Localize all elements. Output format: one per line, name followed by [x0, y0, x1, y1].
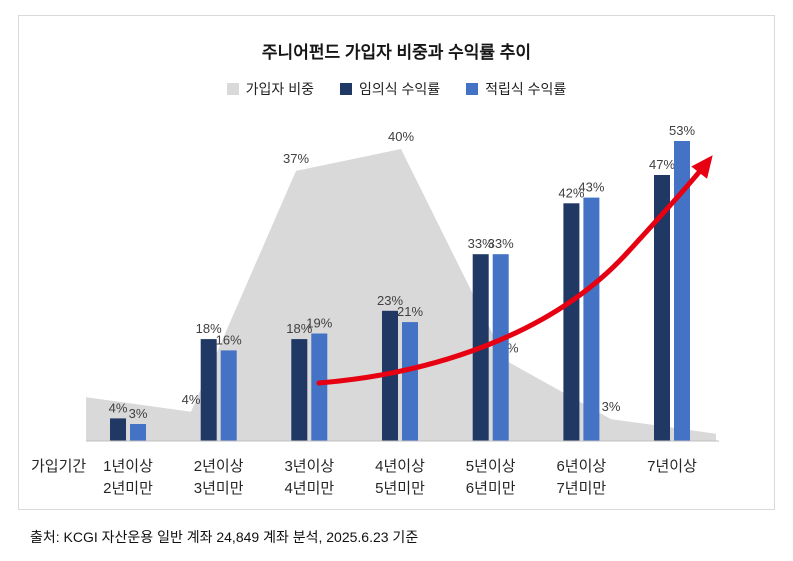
source-note: 출처: KCGI 자산운용 일반 계좌 24,849 계좌 분석, 2025.6… — [30, 529, 419, 545]
discretionary-return-bar-series: 4% 18% 18% 23% 33% 42% 47% — [109, 157, 675, 441]
category-label: 6년이상 — [556, 458, 606, 475]
category-label: 2년이상 — [194, 458, 244, 475]
category-axis-labels: 1년이상 2년미만 2년이상 3년미만 3년이상 4년미만 4년이상 5년미만 5년이상 6년미만… — [103, 458, 697, 497]
bar-data-label: 18% — [286, 321, 312, 336]
category-label: 4년미만 — [284, 480, 334, 497]
subscriber-share-area-series: 4%37%40%11%3% — [86, 129, 716, 441]
bar — [291, 339, 308, 441]
legend-item-subscriber-share: 가입자 비중 — [226, 79, 314, 99]
area-data-label: 37% — [283, 151, 309, 166]
installment-return-bar-series: 3% 16% 19% 21% 33% 43% 53% — [129, 123, 695, 441]
area-shape — [86, 149, 716, 441]
legend: 가입자 비중 임의식 수익률 적립식 수익률 — [19, 79, 774, 99]
bar — [674, 141, 690, 441]
area-data-label: 40% — [388, 129, 414, 144]
bar-data-label: 23% — [377, 293, 403, 308]
bar — [382, 310, 398, 441]
trend-arrow — [316, 155, 713, 386]
bar-data-label: 53% — [669, 123, 695, 138]
category-label: 7년미만 — [556, 480, 606, 497]
category-label: 3년미만 — [194, 480, 244, 497]
bar — [200, 339, 217, 441]
bar — [220, 350, 237, 441]
category-label: 5년미만 — [375, 480, 425, 497]
bar-data-label: 4% — [109, 400, 128, 415]
chart-title: 주니어펀드 가입자 비중과 수익률 추이 — [261, 43, 532, 62]
legend-swatch-subscriber-share — [226, 83, 239, 95]
bar — [130, 424, 146, 441]
category-label: 5년이상 — [466, 458, 516, 475]
legend-label-installment-return: 적립식 수익률 — [485, 81, 567, 97]
bar-data-label: 18% — [196, 321, 222, 336]
bar-data-label: 3% — [129, 406, 148, 421]
bar — [492, 254, 509, 441]
bar — [110, 418, 126, 441]
category-label: 4년이상 — [375, 458, 425, 475]
bar — [583, 197, 600, 441]
bar — [563, 203, 580, 441]
chart-card: 주니어펀드 가입자 비중과 수익률 추이 가입자 비중 임의식 수익률 적립식 … — [18, 15, 775, 510]
category-label: 6년미만 — [466, 480, 516, 497]
bar-data-label: 21% — [397, 304, 423, 319]
bar-data-label: 16% — [216, 332, 242, 347]
bar — [654, 175, 670, 441]
bar — [402, 322, 418, 441]
legend-item-discretionary-return: 임의식 수익률 — [339, 79, 441, 99]
bar — [311, 333, 328, 441]
bar-data-label: 33% — [468, 236, 494, 251]
category-label: 7년이상 — [647, 458, 697, 475]
category-label: 1년이상 — [103, 458, 153, 475]
legend-swatch-installment-return — [466, 83, 479, 95]
legend-item-installment-return: 적립식 수익률 — [466, 79, 566, 99]
bar-data-label: 43% — [578, 180, 604, 195]
legend-label-discretionary-return: 임의식 수익률 — [358, 81, 441, 97]
bar-data-label: 47% — [649, 157, 675, 172]
area-data-label: 4% — [182, 392, 201, 407]
chart-plot: 4%37%40%11%3% 4%18%18%23%33%42%47% 3%16%… — [31, 123, 719, 497]
bar-data-label: 42% — [558, 185, 584, 200]
x-axis-title: 가입기간 — [31, 458, 86, 475]
bar-data-label: 33% — [488, 236, 514, 251]
legend-label-subscriber-share: 가입자 비중 — [245, 81, 314, 97]
area-data-label: 3% — [602, 399, 621, 414]
bar-data-label: 19% — [306, 316, 332, 331]
category-label: 3년이상 — [284, 458, 334, 475]
legend-swatch-discretionary-return — [339, 83, 352, 95]
category-label: 2년미만 — [103, 480, 153, 497]
